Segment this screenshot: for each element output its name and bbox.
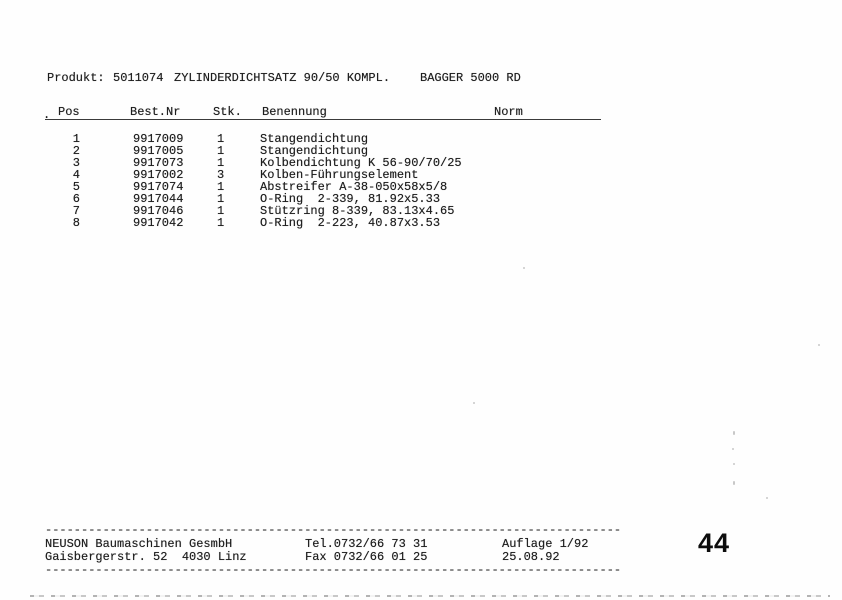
column-header-stk: Stk. xyxy=(213,105,242,119)
table-row: 3 9917073 1 Kolbendichtung K 56-90/70/25 xyxy=(0,157,842,169)
cell-pos: 8 xyxy=(72,216,80,230)
cell-pos: 4 xyxy=(72,168,80,182)
product-machine: BAGGER 5000 RD xyxy=(420,71,521,85)
table-row: 6 9917044 1 O-Ring 2-339, 81.92x5.33 xyxy=(0,193,842,205)
left-margin-mark: . xyxy=(43,108,51,122)
cell-stk: 1 xyxy=(217,144,225,158)
scan-noise-band xyxy=(30,595,830,597)
cell-benennung: Kolbendichtung K 56-90/70/25 xyxy=(260,156,462,170)
cell-stk: 1 xyxy=(217,204,225,218)
cell-best-nr: 9917073 xyxy=(133,156,184,170)
scan-speck xyxy=(766,497,768,499)
product-description: ZYLINDERDICHTSATZ 90/50 KOMPL. xyxy=(174,71,391,85)
scan-speck xyxy=(733,481,735,485)
table-row: 4 9917002 3 Kolben-Führungselement xyxy=(0,169,842,181)
cell-benennung: Stangendichtung xyxy=(260,144,369,158)
page-number: 44 xyxy=(698,528,731,558)
cell-benennung: Stützring 8-339, 83.13x4.65 xyxy=(260,204,455,218)
scan-speck xyxy=(733,431,735,435)
footer-telephone: Tel.0732/66 73 31 xyxy=(305,537,428,551)
cell-pos: 7 xyxy=(72,204,80,218)
footer-company-name: NEUSON Baumaschinen GesmbH xyxy=(45,537,233,551)
cell-pos: 2 xyxy=(72,144,80,158)
cell-stk: 1 xyxy=(217,180,225,194)
cell-pos: 1 xyxy=(72,132,80,146)
table-row: 1 9917009 1 Stangendichtung xyxy=(0,133,842,145)
footer-company-address: Gaisbergerstr. 52 4030 Linz xyxy=(45,550,247,564)
cell-stk: 3 xyxy=(217,168,225,182)
cell-benennung: Kolben-Führungselement xyxy=(260,168,419,182)
table-row: 8 9917042 1 O-Ring 2-223, 40.87x3.53 xyxy=(0,217,842,229)
scan-speck xyxy=(523,267,525,269)
cell-best-nr: 9917042 xyxy=(133,216,184,230)
cell-stk: 1 xyxy=(217,156,225,170)
column-header-pos: Pos xyxy=(58,105,80,119)
scan-speck xyxy=(473,402,475,404)
cell-stk: 1 xyxy=(217,132,225,146)
cell-best-nr: 9917009 xyxy=(133,132,184,146)
cell-best-nr: 9917046 xyxy=(133,204,184,218)
cell-best-nr: 9917044 xyxy=(133,192,184,206)
cell-stk: 1 xyxy=(217,216,225,230)
column-header-benennung: Benennung xyxy=(262,105,327,119)
cell-best-nr: 9917005 xyxy=(133,144,184,158)
cell-pos: 6 xyxy=(72,192,80,206)
cell-best-nr: 9917002 xyxy=(133,168,184,182)
cell-benennung: Stangendichtung xyxy=(260,132,369,146)
scan-speck xyxy=(732,448,734,450)
footer-edition: Auflage 1/92 xyxy=(502,537,589,551)
cell-stk: 1 xyxy=(217,192,225,206)
cell-best-nr: 9917074 xyxy=(133,180,184,194)
scan-speck xyxy=(733,463,735,465)
table-row: 2 9917005 1 Stangendichtung xyxy=(0,145,842,157)
cell-pos: 3 xyxy=(72,156,80,170)
cell-benennung: O-Ring 2-339, 81.92x5.33 xyxy=(260,192,441,206)
scan-speck xyxy=(818,344,820,346)
column-header-norm: Norm xyxy=(494,105,523,119)
footer-divider-top: ----------------------------------------… xyxy=(45,523,622,537)
product-number: 5011074 xyxy=(113,71,164,85)
table-header-rule xyxy=(45,119,601,121)
footer-date: 25.08.92 xyxy=(502,550,560,564)
product-label: Produkt: xyxy=(47,71,105,85)
footer-divider-bottom: ----------------------------------------… xyxy=(45,563,622,577)
table-row: 5 9917074 1 Abstreifer A-38-050x58x5/8 xyxy=(0,181,842,193)
cell-pos: 5 xyxy=(72,180,80,194)
column-header-best-nr: Best.Nr xyxy=(130,105,181,119)
table-row: 7 9917046 1 Stützring 8-339, 83.13x4.65 xyxy=(0,205,842,217)
cell-benennung: O-Ring 2-223, 40.87x3.53 xyxy=(260,216,441,230)
footer-fax: Fax 0732/66 01 25 xyxy=(305,550,428,564)
cell-benennung: Abstreifer A-38-050x58x5/8 xyxy=(260,180,448,194)
